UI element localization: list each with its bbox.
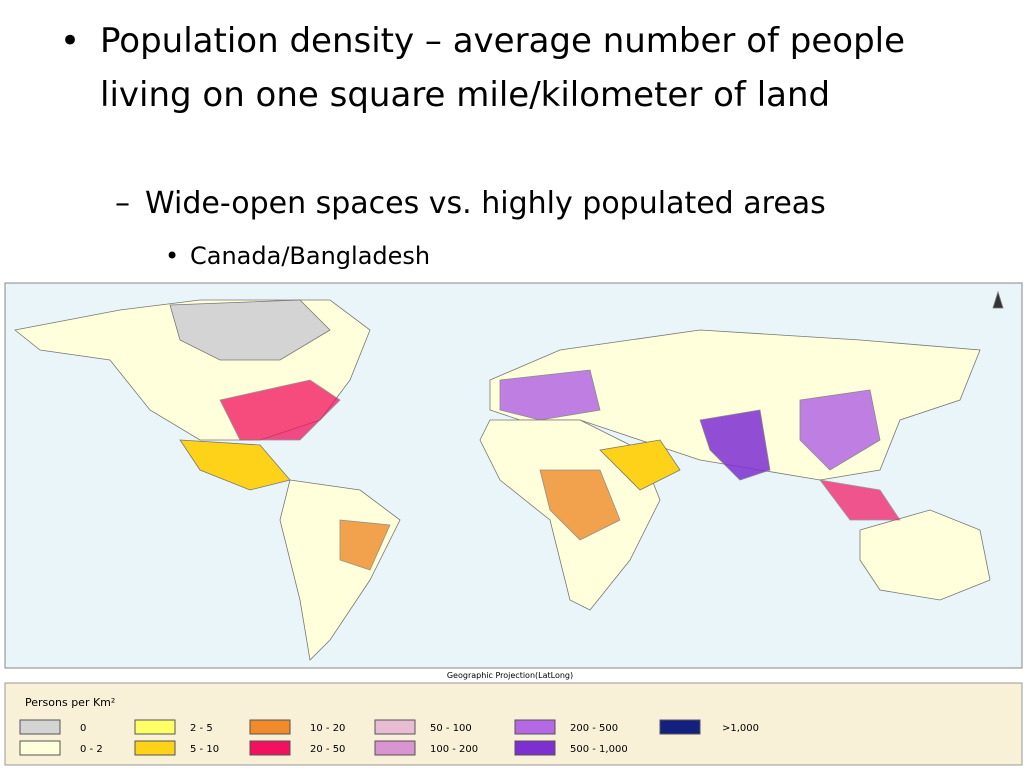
bullet: • — [60, 21, 81, 61]
continents — [14, 290, 1004, 661]
bullet-text: Wide-open spaces vs. highly populated ar… — [145, 186, 826, 221]
projection-label: Geographic Projection(LatLong) — [446, 671, 574, 680]
bullet-text: Population density – average number of p… — [100, 21, 906, 115]
bullet: • — [165, 242, 180, 270]
bullet-text: Canada/Bangladesh — [190, 242, 431, 270]
dash: – — [115, 186, 130, 221]
